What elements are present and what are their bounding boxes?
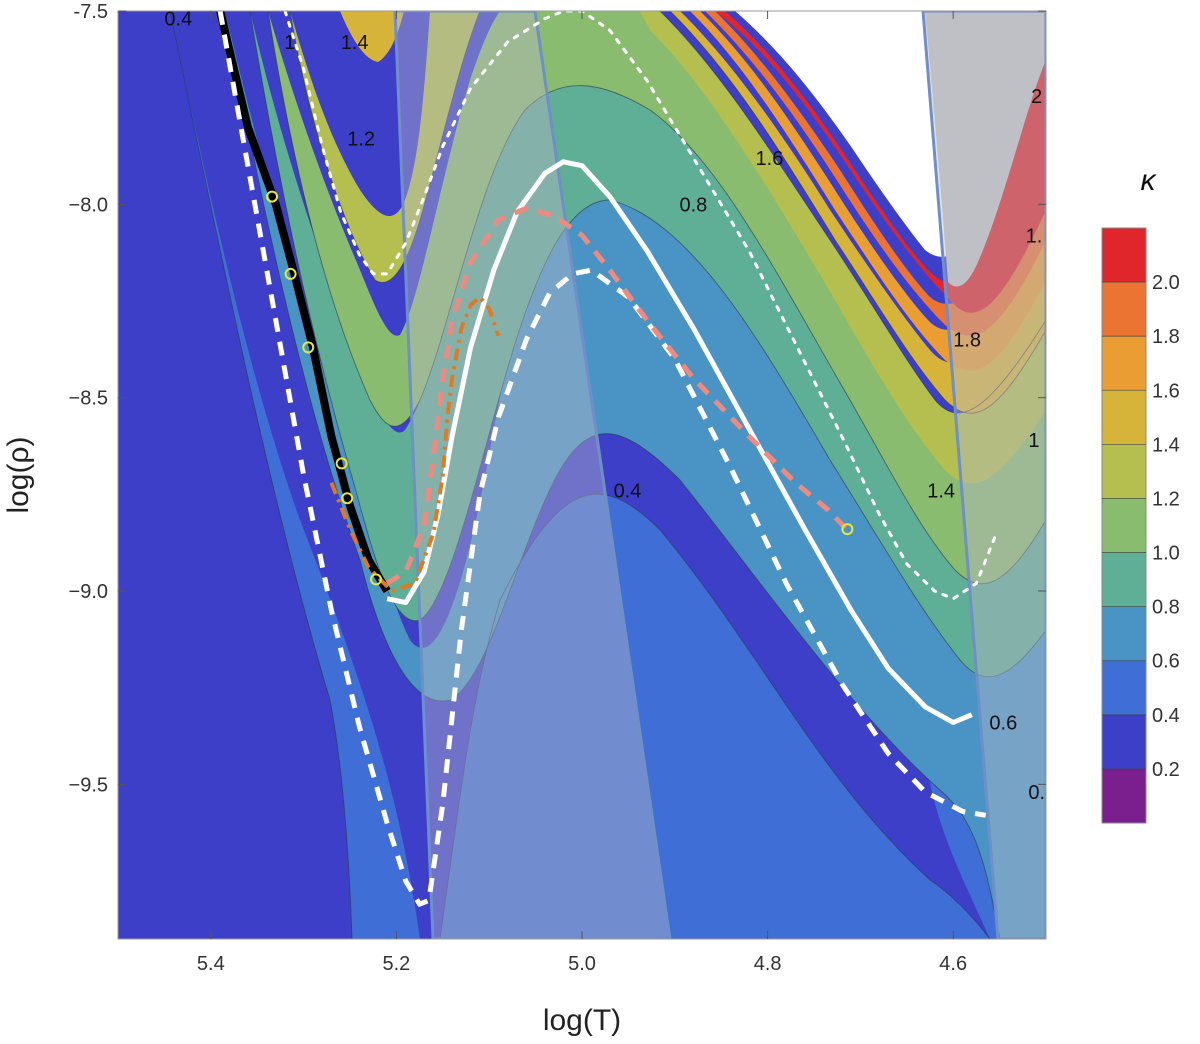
contour-fill-0.8-1.0 [250,11,1046,677]
tracks [216,11,997,907]
track-dashed [217,11,987,907]
colorbar-tick-label: 0.4 [1152,705,1180,727]
contour-fill-0.4-0.6 [170,11,1046,939]
x-tick-label: 5.2 [382,953,410,975]
x-tick-label: 4.8 [754,953,782,975]
marker-point [284,267,297,280]
contour-fill-1.0-1.2 [268,11,1046,584]
colorbar-title: κ [1141,164,1158,197]
marker-point [302,341,315,354]
contour-line [169,11,353,939]
marker-point [266,190,279,203]
y-axis: -7.5 −8.0 −8.5 −9.0 −9.5 [69,1,1046,796]
contour-label: 1 [284,32,295,54]
contour-fill-1.2-1.4 [290,11,1046,484]
colorbar-tick-label: 0.8 [1152,597,1180,619]
contour-label: 0.8 [679,194,707,216]
y-axis-label: log(ρ) [2,436,35,513]
colorbar-swatch [1102,282,1146,337]
grey-region [925,11,1046,287]
contour-label: 1.6 [756,148,784,170]
colorbar-tick-label: 0.6 [1152,651,1180,673]
x-tick-label: 4.6 [939,953,967,975]
y-tick-label: -7.5 [74,1,108,23]
x-tick-label: 5.0 [568,953,596,975]
y-tick-label: −8.0 [69,194,108,216]
colorbar-swatch [1102,714,1146,769]
marker-point [369,573,382,586]
colorbar-swatch [1102,498,1146,553]
contour-fill-1.8-2.0 [705,11,1046,336]
colorbar-tick-label: 2.0 [1152,272,1180,294]
contour-fill-1.6-1.8 [690,11,1046,371]
contour-line [289,11,481,283]
contour-label: 1. [1026,225,1043,247]
track-dotted [283,11,997,601]
colorbar-swatch [1102,390,1146,445]
markers [266,190,854,586]
contour-label: 1.4 [927,480,955,502]
marker-point [335,457,348,470]
plot-area: 0.4 1 1.4 1.2 1.6 0.8 2 1. 1.8 1 1.4 0.4 0.6 0. [118,9,1046,939]
contour-label: 1.8 [953,330,981,352]
contour-line [267,11,1046,585]
contour-line [669,11,1046,414]
marker-point [341,492,354,505]
contour-label: 2 [1031,86,1042,108]
colorbar-swatch [1102,606,1146,661]
colorbar-frame [1101,227,1147,824]
contour-line [439,493,991,939]
colorbar-tick-label: 1.4 [1152,434,1180,456]
colorbar-swatch [1102,552,1146,607]
contour-label: 0.6 [989,712,1017,734]
colorbar-swatch [1102,660,1146,715]
shaded-band-left [393,11,672,939]
colorbar-tick-label: 1.8 [1152,326,1180,348]
x-axis: 5.4 5.2 5.0 4.8 4.6 [197,11,967,975]
contour-label: 1.2 [347,129,375,151]
colorbar: 0.2 0.4 0.6 0.8 1.0 1.2 1.4 1.6 1.8 2.0 [1101,227,1180,824]
y-tick-label: −8.5 [69,388,108,410]
contour-label: 0. [1028,782,1045,804]
y-tick-label: −9.5 [69,774,108,796]
colorbar-tick-label: 1.0 [1152,543,1180,565]
track-dashed [385,205,849,586]
y-tick-label: −9.0 [69,581,108,603]
colorbar-swatch [1102,228,1146,283]
colorbar-tick-label: 0.2 [1152,759,1180,781]
colorbar-swatch [1102,336,1146,391]
colorbar-tick-label: 1.6 [1152,380,1180,402]
colorbar-tick-label: 1.2 [1152,488,1180,510]
shaded-band-right [921,11,1046,939]
contour-label: 1.4 [341,32,369,54]
x-tick-label: 5.4 [197,953,225,975]
contour-line [659,11,1046,414]
contour-line [249,11,1046,678]
marker-point [841,523,854,536]
contour-label: 1 [1028,430,1039,452]
colorbar-swatch [1102,768,1146,823]
contour-fill-1.4-1.6 [340,11,1046,414]
contour-lines [169,11,1046,939]
x-axis-label: log(T) [543,1004,621,1037]
track-solid [386,159,973,725]
contour-label: 0.4 [614,480,642,502]
contour-label: 0.4 [164,9,192,31]
contour-labels: 0.4 1 1.4 1.2 1.6 0.8 2 1. 1.8 1 1.4 0.4 0.6 0. [164,9,1045,804]
contour-line [224,11,1001,939]
colorbar-swatch [1102,444,1146,499]
